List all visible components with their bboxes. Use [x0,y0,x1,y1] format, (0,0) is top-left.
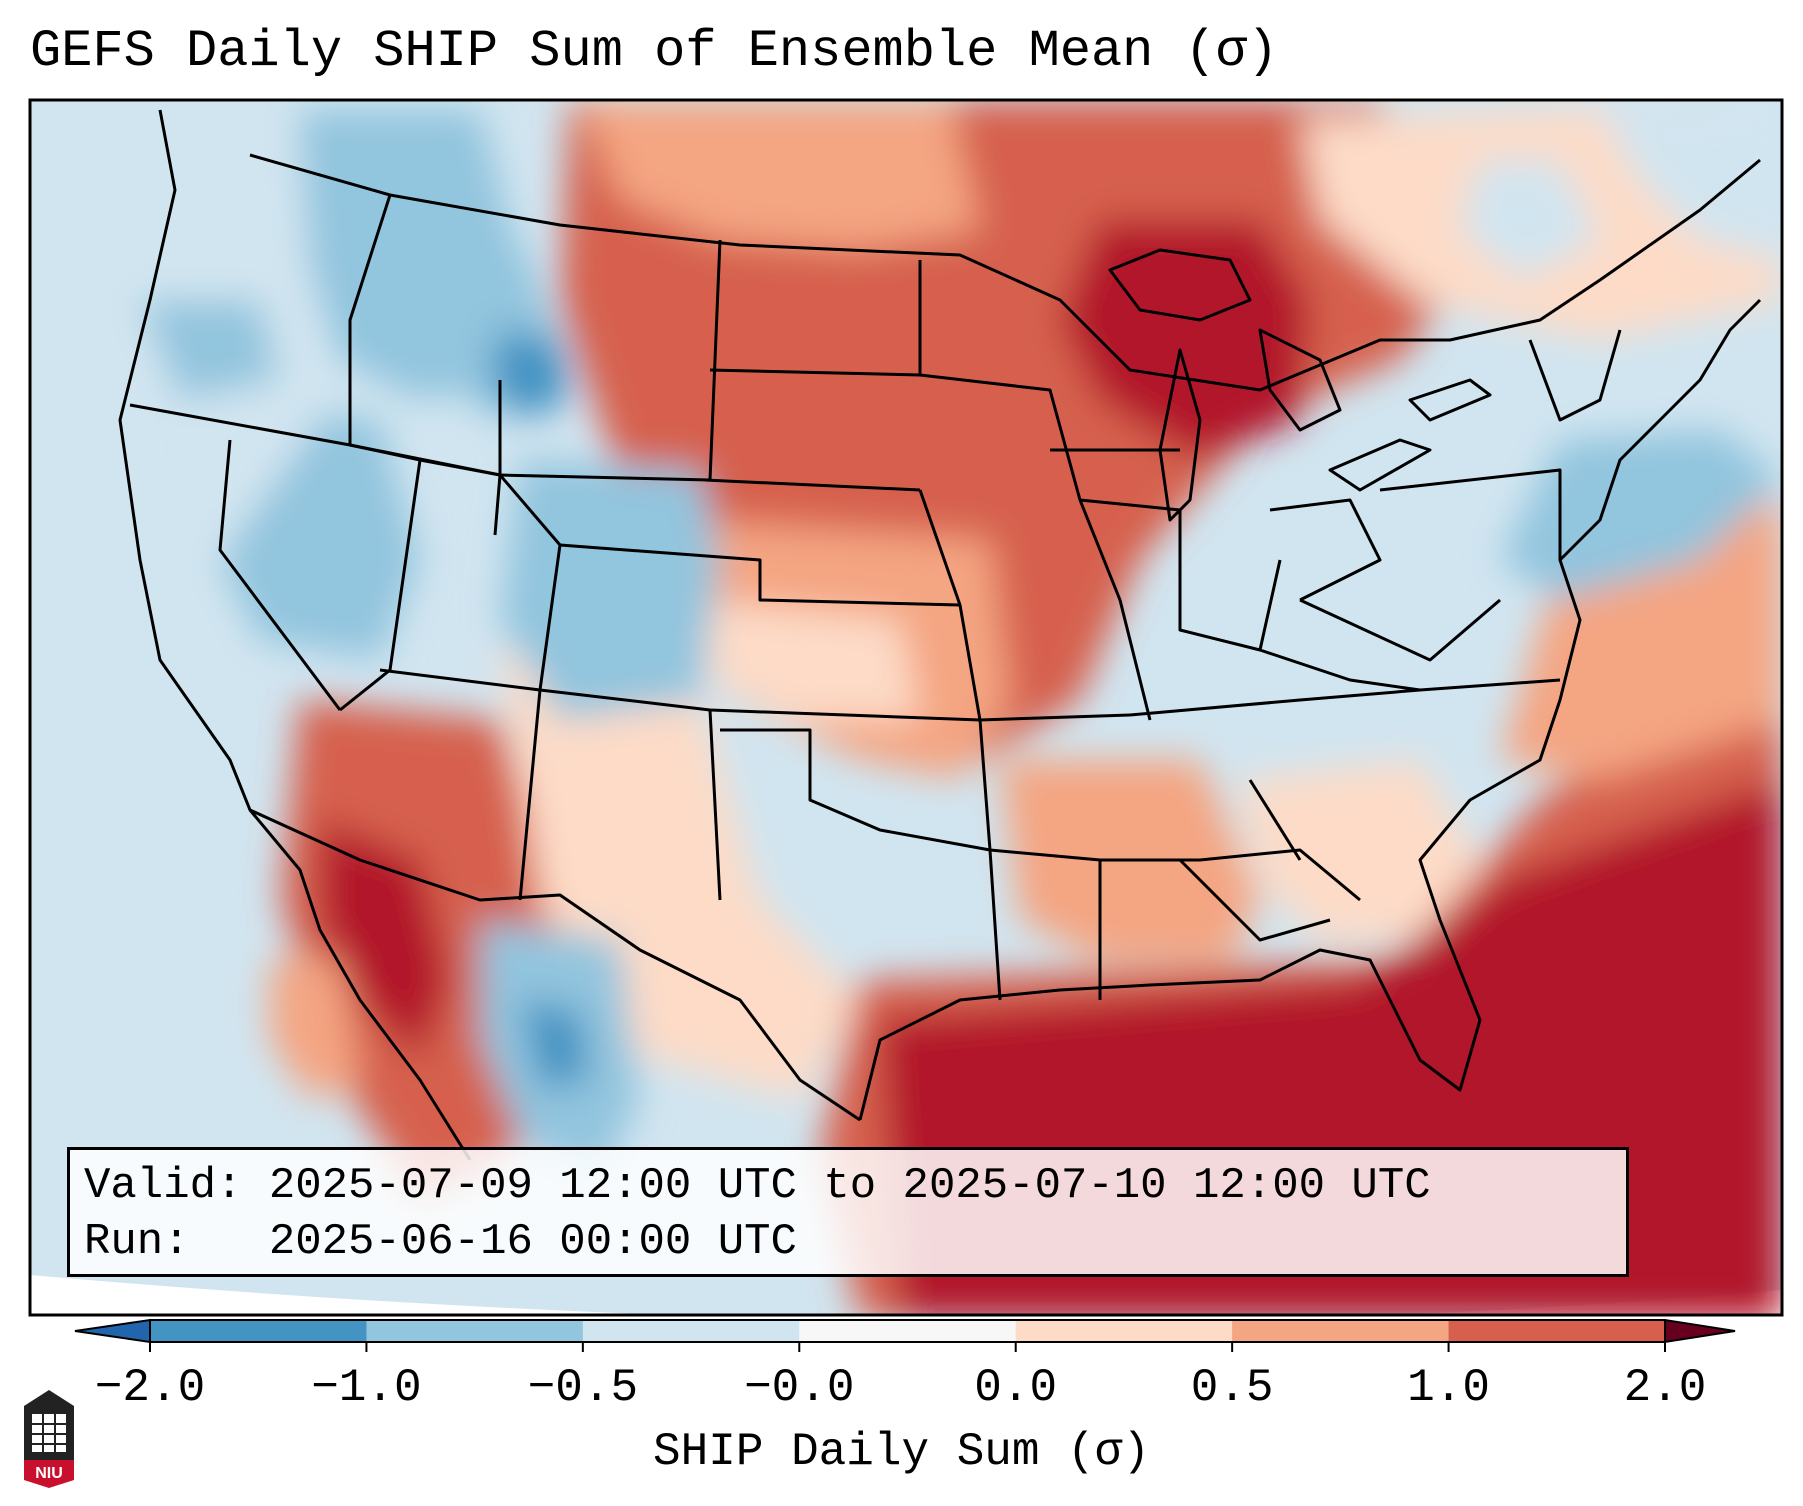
valid-line: Valid: 2025-07-09 12:00 UTC to 2025-07-1… [84,1158,1612,1214]
colorbar-segment [582,1320,800,1342]
colorbar-tick-label: 1.0 [1407,1362,1490,1414]
colorbar-segment [1232,1320,1450,1342]
colorbar-over-extension [1664,1318,1736,1344]
state-line [559,543,961,607]
state-line [720,728,991,852]
colorbar-tick-label: 0.5 [1191,1362,1274,1414]
map-title: GEFS Daily SHIP Sum of Ensemble Mean (σ) [30,22,1279,81]
colorbar-tick-label: −0.5 [528,1362,638,1414]
colorbar-label: SHIP Daily Sum (σ) [653,1426,1150,1478]
colorbar: −2.0 −1.0 −0.5 −0.0 0.0 0.5 1.0 2.0 [74,1318,1736,1414]
colorbar-border [149,1319,1666,1343]
logo-text: NIU [35,1465,63,1482]
colorbar-tick-label: 0.0 [974,1362,1057,1414]
state-line [704,478,921,492]
state-line [1379,468,1562,560]
valid-label: Valid: [84,1161,243,1211]
us-canada-border [249,153,1761,392]
state-line [348,194,392,445]
pacific-coastline [118,109,472,1161]
atlantic-gulf-coastline [858,298,1762,1121]
state-line [379,668,981,722]
state-line [518,689,542,901]
map-panel [28,98,1784,1317]
lake-ontario [1408,378,1492,422]
colorbar-segment [799,1320,1017,1342]
state-line [919,373,1181,512]
us-mexico-border [249,808,861,1122]
colorbar-tick-label: −1.0 [311,1362,421,1414]
state-line [1078,499,1152,721]
colorbar-segment [1015,1320,1233,1342]
state-line [1178,858,1331,942]
colorbar-segment [366,1320,584,1342]
state-line [1269,498,1382,602]
map-frame [28,98,1784,1317]
state-line [419,458,562,691]
colorbar-under-extension [74,1318,151,1344]
niu-logo: NIU [24,1390,74,1488]
state-line [1528,329,1622,422]
run-label: Run: [84,1217,190,1267]
state-line [979,713,1131,722]
state-line [1299,598,1501,662]
colorbar-segment [1448,1320,1666,1342]
state-line [1178,510,1282,652]
state-line [218,439,342,711]
state-line [339,443,422,712]
valid-value: 2025-07-09 12:00 UTC to 2025-07-10 12:00… [268,1161,1431,1211]
state-line [1100,848,1361,902]
lake-superior [1108,248,1252,322]
colorbar-tick-label: −2.0 [95,1362,205,1414]
lake-erie [1328,438,1432,492]
state-line [1259,648,1421,692]
colorbar-tick-label: −0.0 [744,1362,854,1414]
lake-huron [1258,328,1342,432]
boundary-lines [118,109,1762,1161]
colorbar-segment [150,1320,367,1342]
state-line [708,709,722,901]
state-line [1248,779,1302,861]
colorbar-tick-label: 2.0 [1624,1362,1707,1414]
run-value: 2025-06-16 00:00 UTC [268,1217,797,1267]
validity-info-box: Valid: 2025-07-09 12:00 UTC to 2025-07-1… [67,1147,1629,1277]
state-line [1129,678,1561,717]
anomaly-field [110,100,1782,1315]
run-line: Run: 2025-06-16 00:00 UTC [84,1214,1612,1270]
